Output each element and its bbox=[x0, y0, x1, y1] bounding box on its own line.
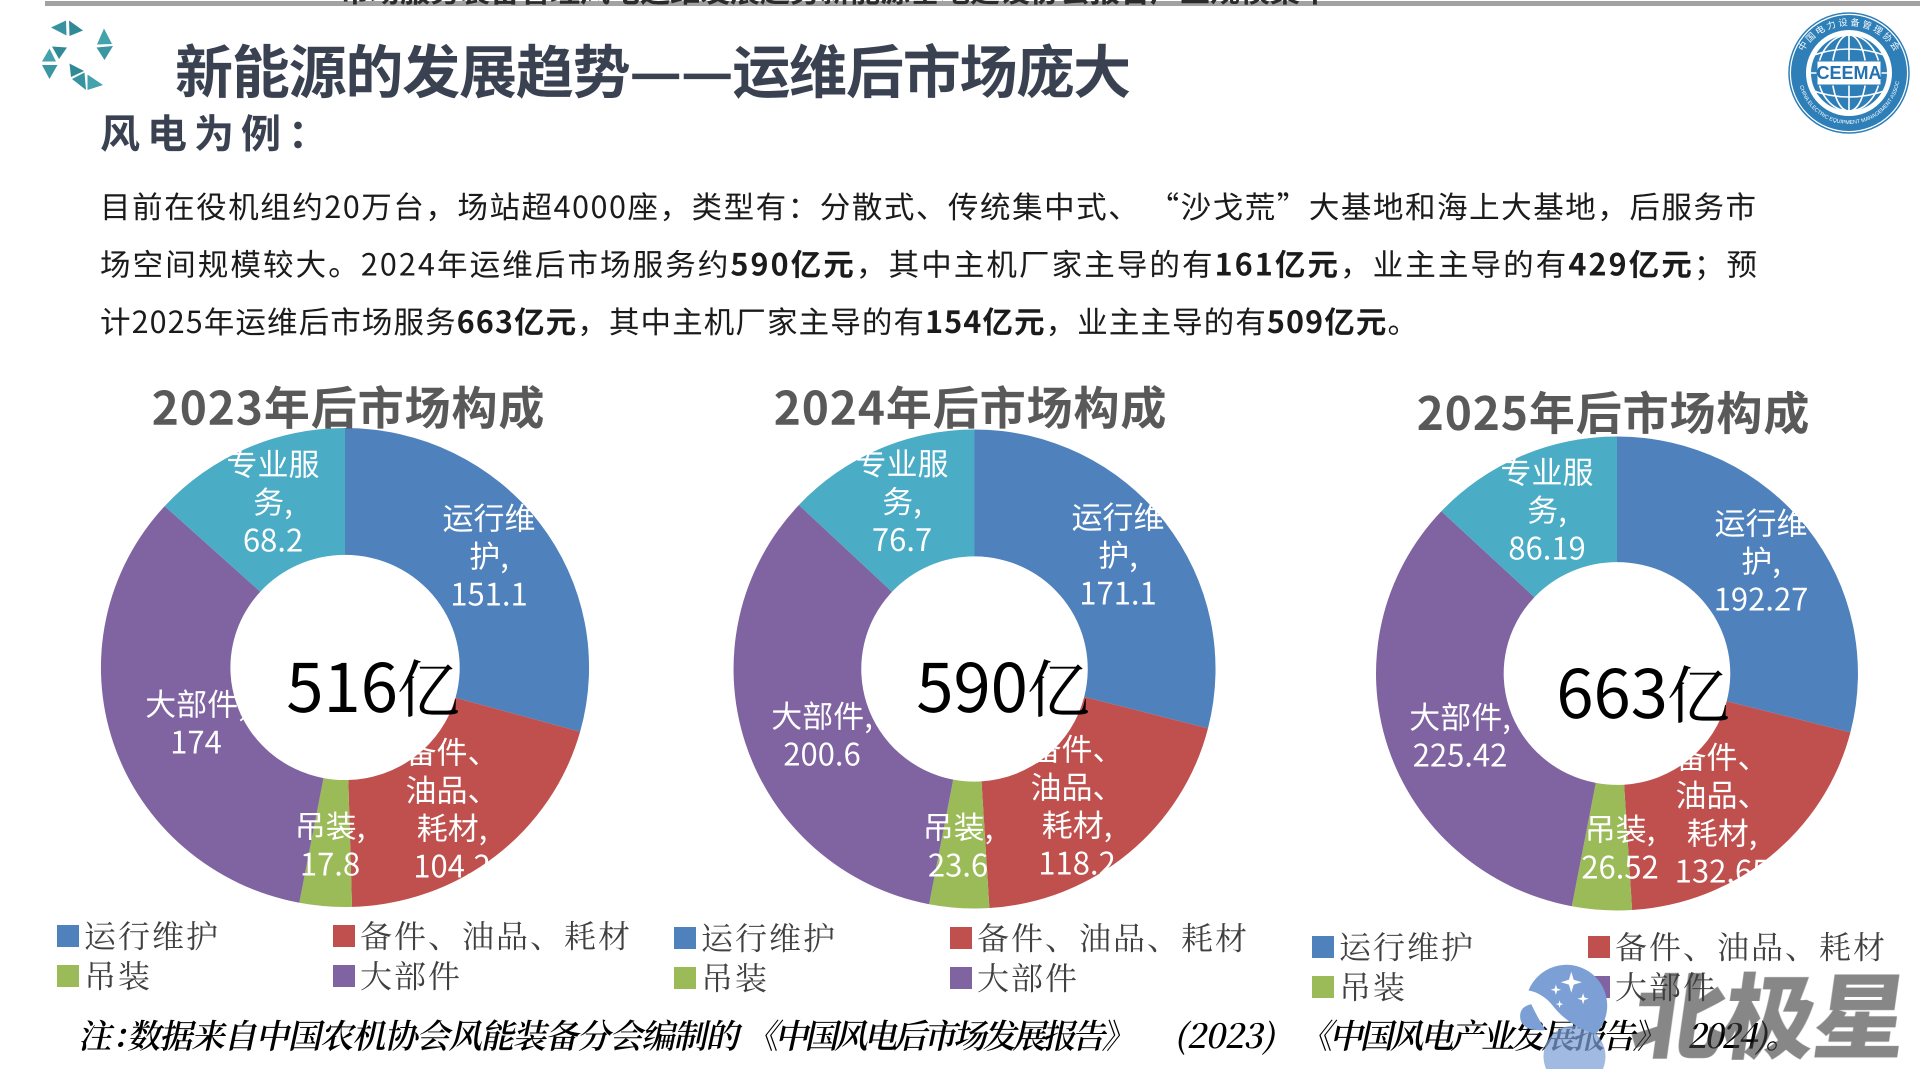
svg-text:CEEMA: CEEMA bbox=[1816, 63, 1881, 83]
